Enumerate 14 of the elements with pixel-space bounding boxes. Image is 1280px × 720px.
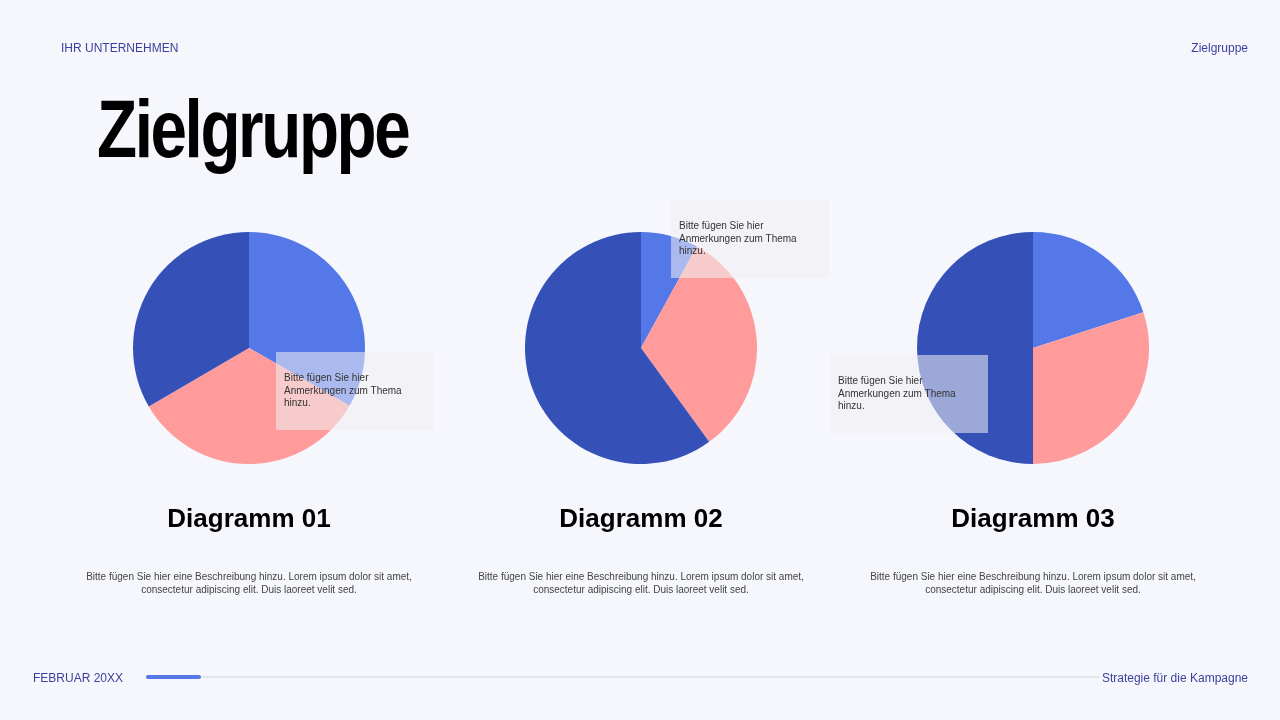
text: Zielgruppe (1191, 41, 1248, 55)
text: Diagramm 03 (950, 503, 1116, 534)
text: Diagramm 01 (166, 503, 332, 534)
text: Bitte fügen Sie hier Anmerkungen zum Thema hinzu. (830, 355, 988, 433)
text: Strategie für die Kampagne (1101, 671, 1248, 685)
text: Bitte fügen Sie hier eine Beschreibung hinzu. Lorem ipsum dolor sit amet, consectetur adipiscing elit. Duis laoreet velit sed. (85, 570, 413, 596)
text: Bitte fügen Sie hier eine Beschreibung hinzu. Lorem ipsum dolor sit amet, consectetur adipiscing elit. Duis laoreet velit sed. (869, 570, 1197, 596)
text: Zielgruppe (97, 83, 409, 174)
text: Bitte fügen Sie hier Anmerkungen zum Thema hinzu. (276, 352, 434, 430)
text: Bitte fügen Sie hier Anmerkungen zum Thema hinzu. (671, 200, 829, 278)
text: FEBRUAR 20XX (33, 671, 124, 685)
text: Bitte fügen Sie hier eine Beschreibung hinzu. Lorem ipsum dolor sit amet, consectetur adipiscing elit. Duis laoreet velit sed. (477, 570, 805, 596)
text: IHR UNTERNEHMEN (61, 41, 179, 55)
text: Diagramm 02 (558, 503, 724, 534)
